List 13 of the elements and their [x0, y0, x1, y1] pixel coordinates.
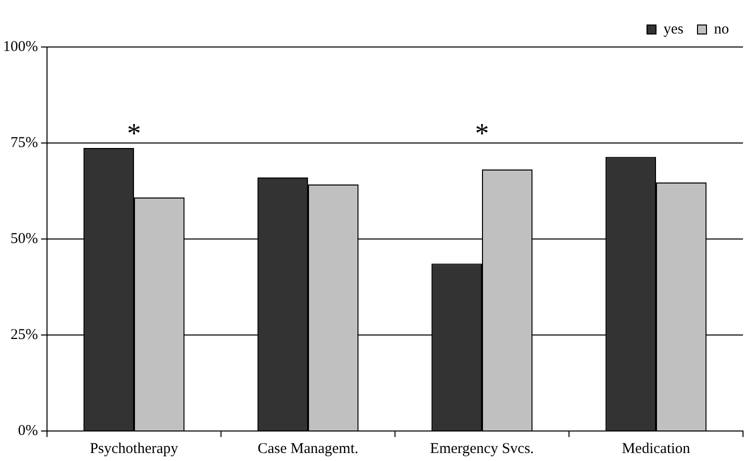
- legend-label: no: [714, 21, 729, 38]
- x-tick-label: Medication: [622, 440, 691, 457]
- x-tick-label: Psychotherapy: [90, 440, 179, 457]
- y-tick-label: 75%: [10, 134, 38, 151]
- annotation: *: [126, 118, 141, 150]
- y-tick-label: 100%: [2, 38, 38, 55]
- legend-label: yes: [664, 21, 684, 38]
- y-tick-label: 50%: [10, 230, 38, 247]
- y-tick-label: 25%: [10, 326, 38, 343]
- x-tick-label: Emergency Svcs.: [430, 440, 534, 457]
- annotation: *: [475, 118, 489, 150]
- y-tick-label: 0%: [18, 422, 38, 439]
- x-tick-label: Case Managemt.: [258, 440, 358, 457]
